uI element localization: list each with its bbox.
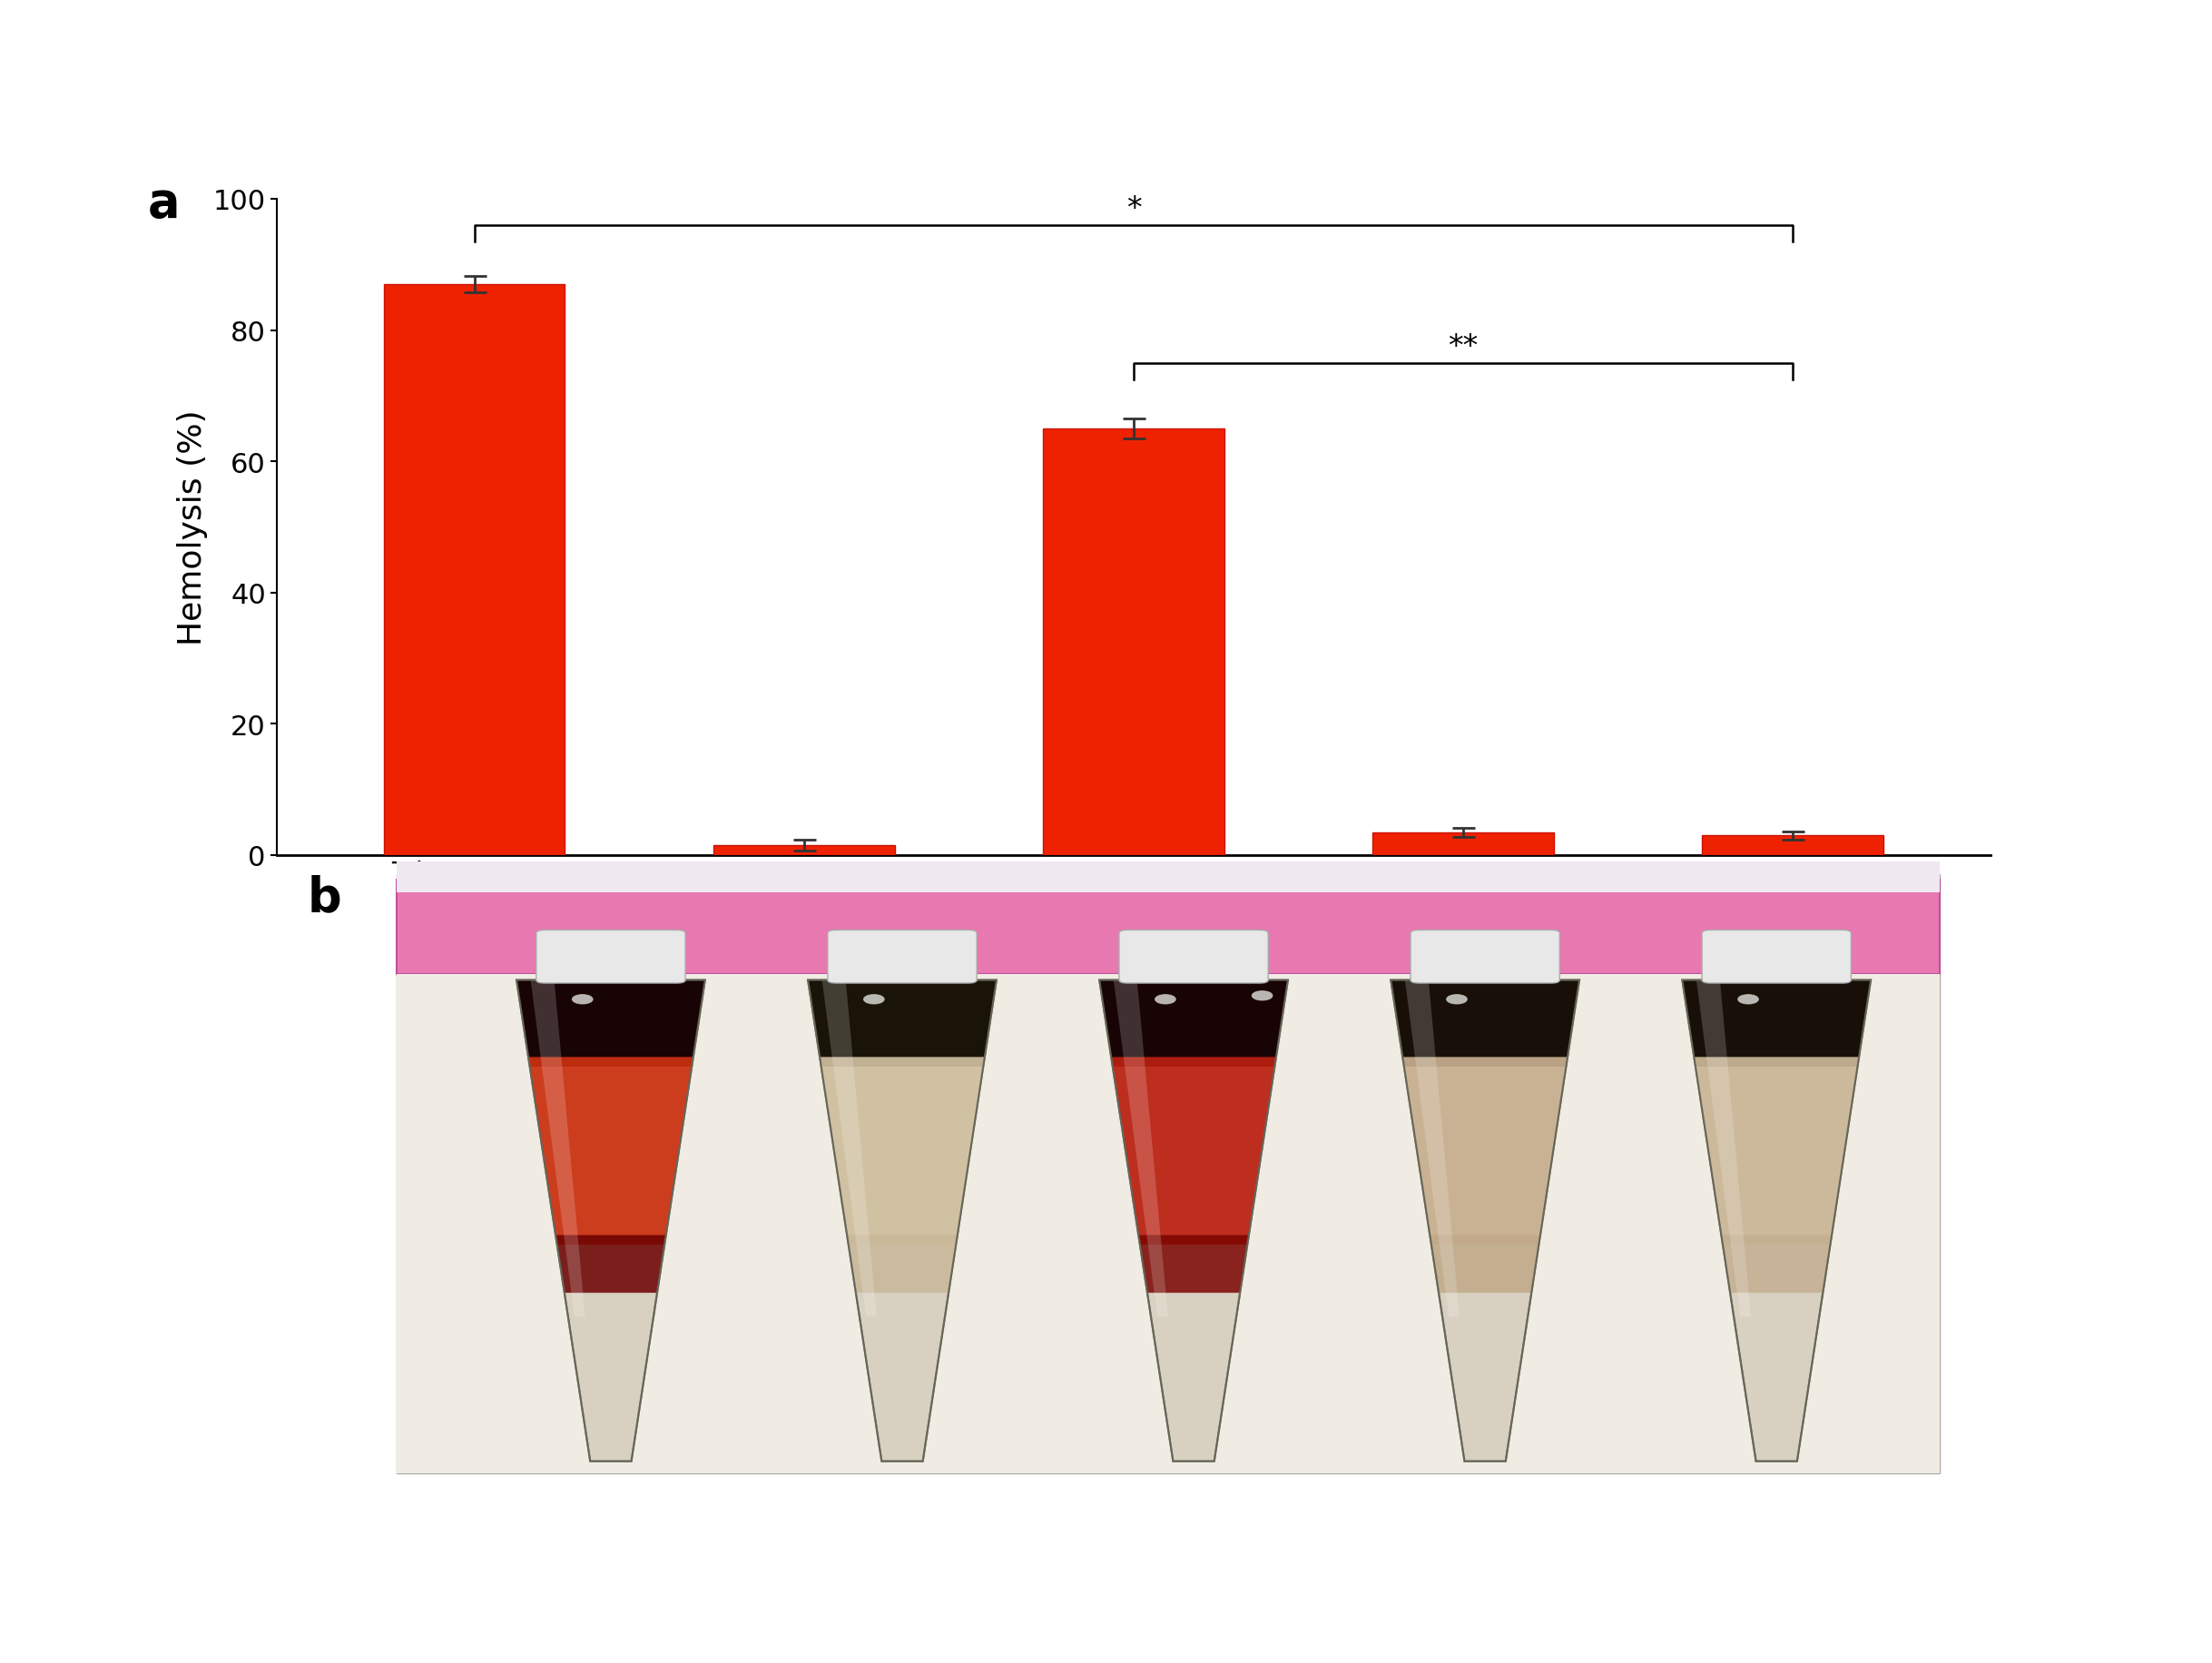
Polygon shape bbox=[1391, 981, 1579, 1462]
FancyBboxPatch shape bbox=[1701, 930, 1851, 983]
Polygon shape bbox=[1113, 981, 1168, 1317]
Text: b: b bbox=[307, 875, 341, 921]
Polygon shape bbox=[847, 1236, 958, 1294]
Polygon shape bbox=[821, 1058, 984, 1246]
Polygon shape bbox=[1429, 1236, 1540, 1294]
Text: a: a bbox=[148, 180, 179, 228]
Polygon shape bbox=[823, 981, 876, 1317]
Polygon shape bbox=[1681, 981, 1871, 1462]
Ellipse shape bbox=[573, 994, 593, 1004]
Polygon shape bbox=[807, 981, 995, 1068]
Bar bbox=[383, 284, 564, 855]
Bar bbox=[396, 861, 1940, 893]
Polygon shape bbox=[1099, 981, 1287, 1068]
Polygon shape bbox=[518, 981, 706, 1462]
Ellipse shape bbox=[863, 994, 885, 1004]
Text: **: ** bbox=[1449, 331, 1478, 361]
Bar bbox=[712, 845, 894, 855]
FancyBboxPatch shape bbox=[827, 930, 978, 983]
Polygon shape bbox=[1402, 1058, 1568, 1246]
Bar bbox=[1374, 833, 1555, 855]
Polygon shape bbox=[1110, 1058, 1276, 1246]
Ellipse shape bbox=[1155, 994, 1175, 1004]
FancyBboxPatch shape bbox=[1411, 930, 1559, 983]
Polygon shape bbox=[1405, 981, 1460, 1317]
Polygon shape bbox=[518, 981, 706, 1068]
Polygon shape bbox=[1139, 1236, 1250, 1294]
Bar bbox=[396, 880, 1940, 975]
Polygon shape bbox=[1721, 1236, 1832, 1294]
Bar bbox=[1703, 836, 1885, 855]
Bar bbox=[396, 975, 1940, 1473]
FancyBboxPatch shape bbox=[535, 930, 686, 983]
FancyBboxPatch shape bbox=[1119, 930, 1267, 983]
Bar bbox=[1044, 429, 1223, 855]
Y-axis label: Hemolysis (%): Hemolysis (%) bbox=[177, 409, 208, 645]
Ellipse shape bbox=[1739, 994, 1759, 1004]
Polygon shape bbox=[807, 981, 995, 1462]
Polygon shape bbox=[1099, 981, 1287, 1462]
Polygon shape bbox=[1694, 1058, 1858, 1246]
Text: *: * bbox=[1126, 195, 1141, 225]
Polygon shape bbox=[531, 981, 586, 1317]
Polygon shape bbox=[529, 1058, 692, 1246]
Polygon shape bbox=[1391, 981, 1579, 1068]
Polygon shape bbox=[555, 1236, 666, 1294]
Polygon shape bbox=[1697, 981, 1752, 1317]
Ellipse shape bbox=[1252, 991, 1272, 1001]
Polygon shape bbox=[1681, 981, 1871, 1068]
Bar bbox=[396, 875, 1940, 1473]
Ellipse shape bbox=[1447, 994, 1467, 1004]
